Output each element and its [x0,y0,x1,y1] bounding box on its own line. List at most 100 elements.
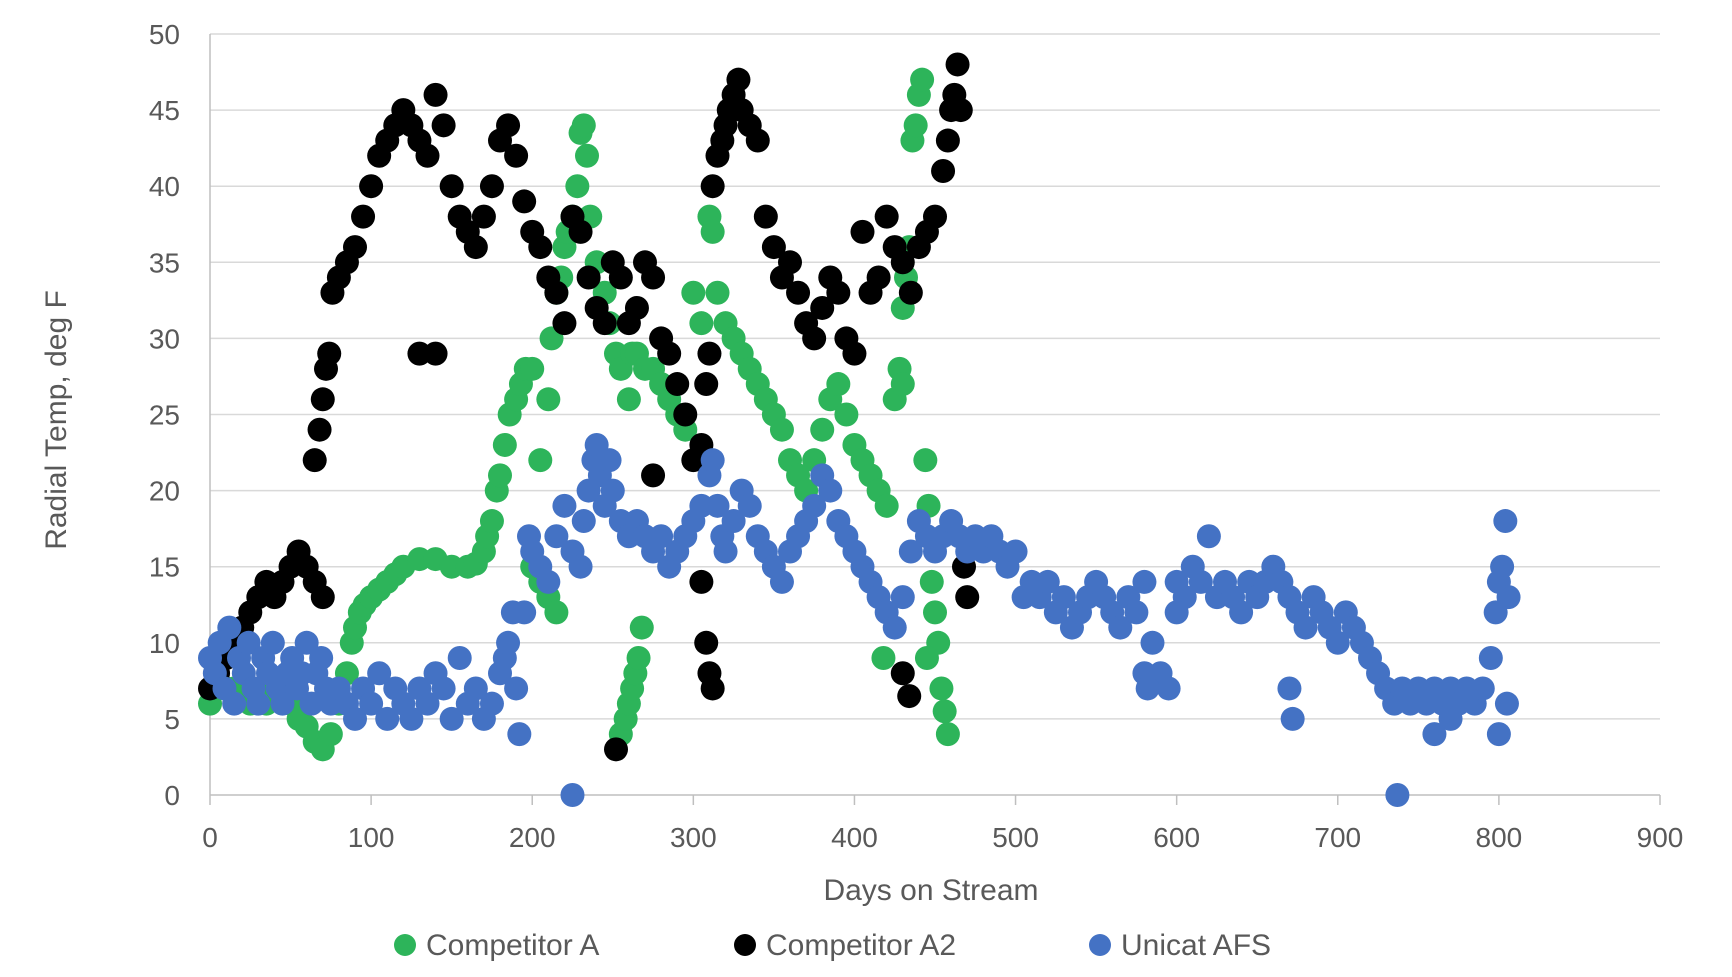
data-point [512,189,537,214]
data-point [1422,722,1447,747]
y-tick-label: 15 [149,552,180,583]
data-point [343,235,367,260]
data-point [649,524,674,549]
data-point [463,676,488,701]
legend-label: Competitor A [426,929,599,962]
data-point [423,82,448,107]
y-tick-label: 40 [149,171,180,202]
data-point [929,676,954,701]
data-point [890,250,915,275]
data-point [761,235,786,260]
data-point [236,630,261,655]
data-point [536,569,561,594]
data-point [1486,722,1511,747]
data-point [945,52,970,77]
data-point [786,280,811,305]
data-point [1124,600,1149,625]
data-point [544,600,569,625]
data-point [439,174,464,199]
data-point [624,295,649,320]
data-point [778,250,802,275]
data-point [713,539,738,564]
x-tick-label: 100 [348,822,395,853]
data-point [431,676,456,701]
x-tick-label: 0 [202,822,218,853]
data-point [1135,676,1160,701]
data-point [544,524,569,549]
data-point [479,691,504,716]
data-point [307,417,332,442]
data-point [600,478,625,503]
data-point [504,676,529,701]
data-point [1478,646,1503,671]
data-point [375,706,400,731]
y-tick-label: 0 [164,780,180,811]
data-point [874,493,899,518]
data-point [302,448,327,473]
data-point [629,615,654,640]
x-tick-label: 500 [992,822,1039,853]
data-point [512,600,537,625]
data-point [571,113,596,138]
data-point [407,341,432,366]
data-point [439,706,464,731]
data-point [1470,676,1495,701]
data-point [1293,615,1318,640]
legend-label: Competitor A2 [766,929,956,962]
data-point [552,311,577,336]
data-point [866,265,891,290]
y-tick-label: 35 [149,247,180,278]
data-point [1385,783,1410,807]
data-point [705,280,730,305]
data-point [492,432,517,457]
data-point [317,341,342,366]
data-point [222,691,247,716]
data-point [568,554,593,579]
data-point [309,646,334,671]
data-point [1494,691,1519,716]
data-point [479,174,504,199]
data-point [700,676,725,701]
data-point [874,204,899,229]
data-point [343,706,367,731]
y-tick-label: 45 [149,95,180,126]
y-axis-title: Radial Temp, deg F [40,290,73,550]
data-point [737,493,762,518]
data-point [919,569,944,594]
data-point [826,280,851,305]
data-point [935,128,960,153]
data-point [463,235,488,260]
data-point [1490,554,1515,579]
data-point [447,646,472,671]
data-point [571,509,596,534]
data-point [673,402,698,427]
data-point [890,585,915,610]
data-point [310,585,335,610]
y-tick-label: 30 [149,323,180,354]
data-point [246,691,271,716]
data-point [507,722,532,747]
data-point [367,661,392,686]
data-point [1277,676,1302,701]
data-point [705,493,730,518]
data-point [1132,569,1157,594]
data-point [948,98,973,123]
data-point [565,174,590,199]
data-point [299,691,324,716]
data-point [1188,569,1213,594]
data-point [898,539,923,564]
data-point [552,493,577,518]
data-point [568,219,593,244]
data-point [721,509,746,534]
data-point [270,691,295,716]
data-point [689,311,714,336]
data-point [471,204,496,229]
data-point [415,691,440,716]
data-point [1164,600,1189,625]
x-tick-label: 800 [1476,822,1523,853]
data-point [1280,706,1305,731]
data-point [641,463,666,488]
data-point [217,615,242,640]
data-point [504,143,529,168]
